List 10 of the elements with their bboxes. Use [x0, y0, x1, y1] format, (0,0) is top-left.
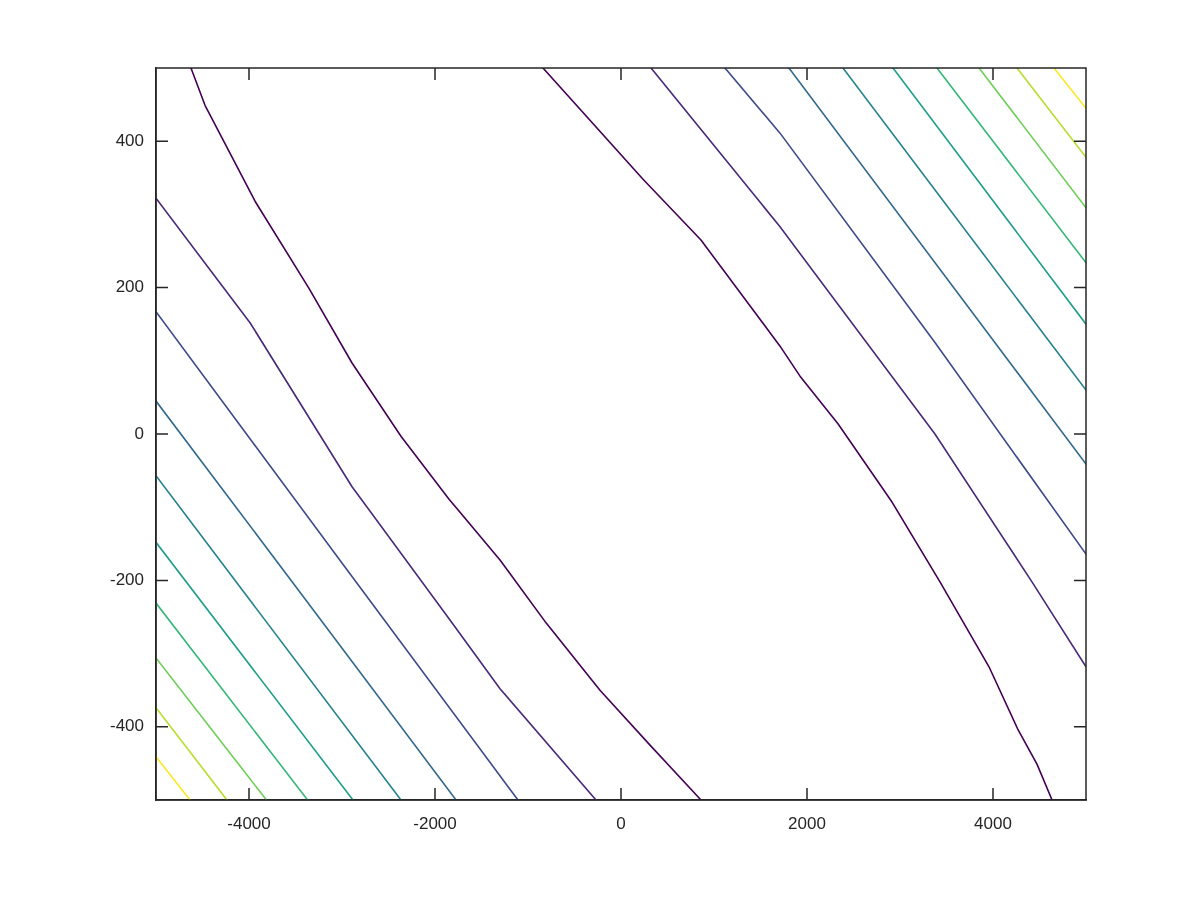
x-tick-label: -4000	[227, 813, 271, 833]
y-tick-label: 400	[115, 130, 144, 150]
y-tick-label: -200	[109, 570, 144, 590]
x-tick-label: -2000	[413, 813, 457, 833]
x-tick-label: 2000	[788, 813, 826, 833]
y-tick-label: 200	[115, 277, 144, 297]
x-tick-label: 0	[616, 813, 626, 833]
x-tick-label: 4000	[974, 813, 1012, 833]
y-tick-label: 0	[134, 423, 144, 443]
y-tick-label: -400	[109, 716, 144, 736]
